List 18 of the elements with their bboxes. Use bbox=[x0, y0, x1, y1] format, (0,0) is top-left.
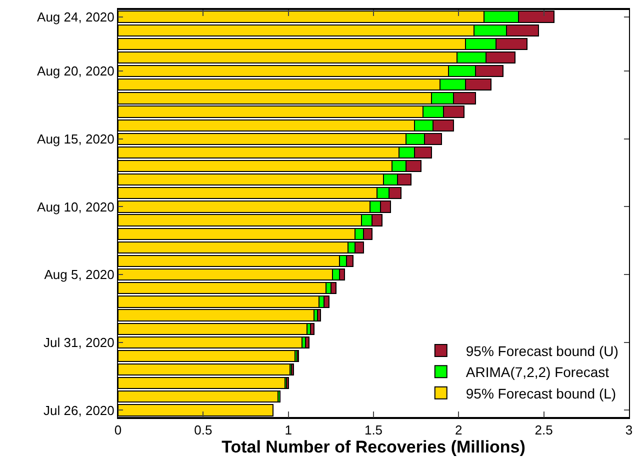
legend-label: 95% Forecast bound (U) bbox=[466, 342, 618, 359]
y-tick-label: Aug 24, 2020 bbox=[37, 9, 114, 24]
x-tick-label: 2 bbox=[455, 422, 462, 438]
x-tick-label: 0.5 bbox=[194, 422, 212, 438]
legend-label: 95% Forecast bound (L) bbox=[466, 385, 616, 402]
legend-label: ARIMA(7,2,2) Forecast bbox=[466, 364, 610, 380]
y-tick-label: Aug 15, 2020 bbox=[37, 131, 114, 146]
x-tick-label: 3 bbox=[625, 422, 633, 438]
x-tick-label: 1.5 bbox=[364, 422, 383, 438]
x-tick-label: 2.5 bbox=[534, 422, 553, 438]
y-tick-label: Aug 5, 2020 bbox=[44, 267, 114, 282]
x-tick-label: 1 bbox=[284, 422, 292, 438]
y-tick-label: Aug 20, 2020 bbox=[37, 64, 114, 79]
y-tick-label: Aug 10, 2020 bbox=[37, 199, 114, 214]
x-tick-label: 0 bbox=[114, 422, 122, 438]
y-tick-label: Jul 26, 2020 bbox=[44, 402, 114, 418]
x-axis-title: Total Number of Recoveries (Millions) bbox=[222, 437, 526, 456]
y-tick-label: Jul 31, 2020 bbox=[44, 334, 114, 350]
